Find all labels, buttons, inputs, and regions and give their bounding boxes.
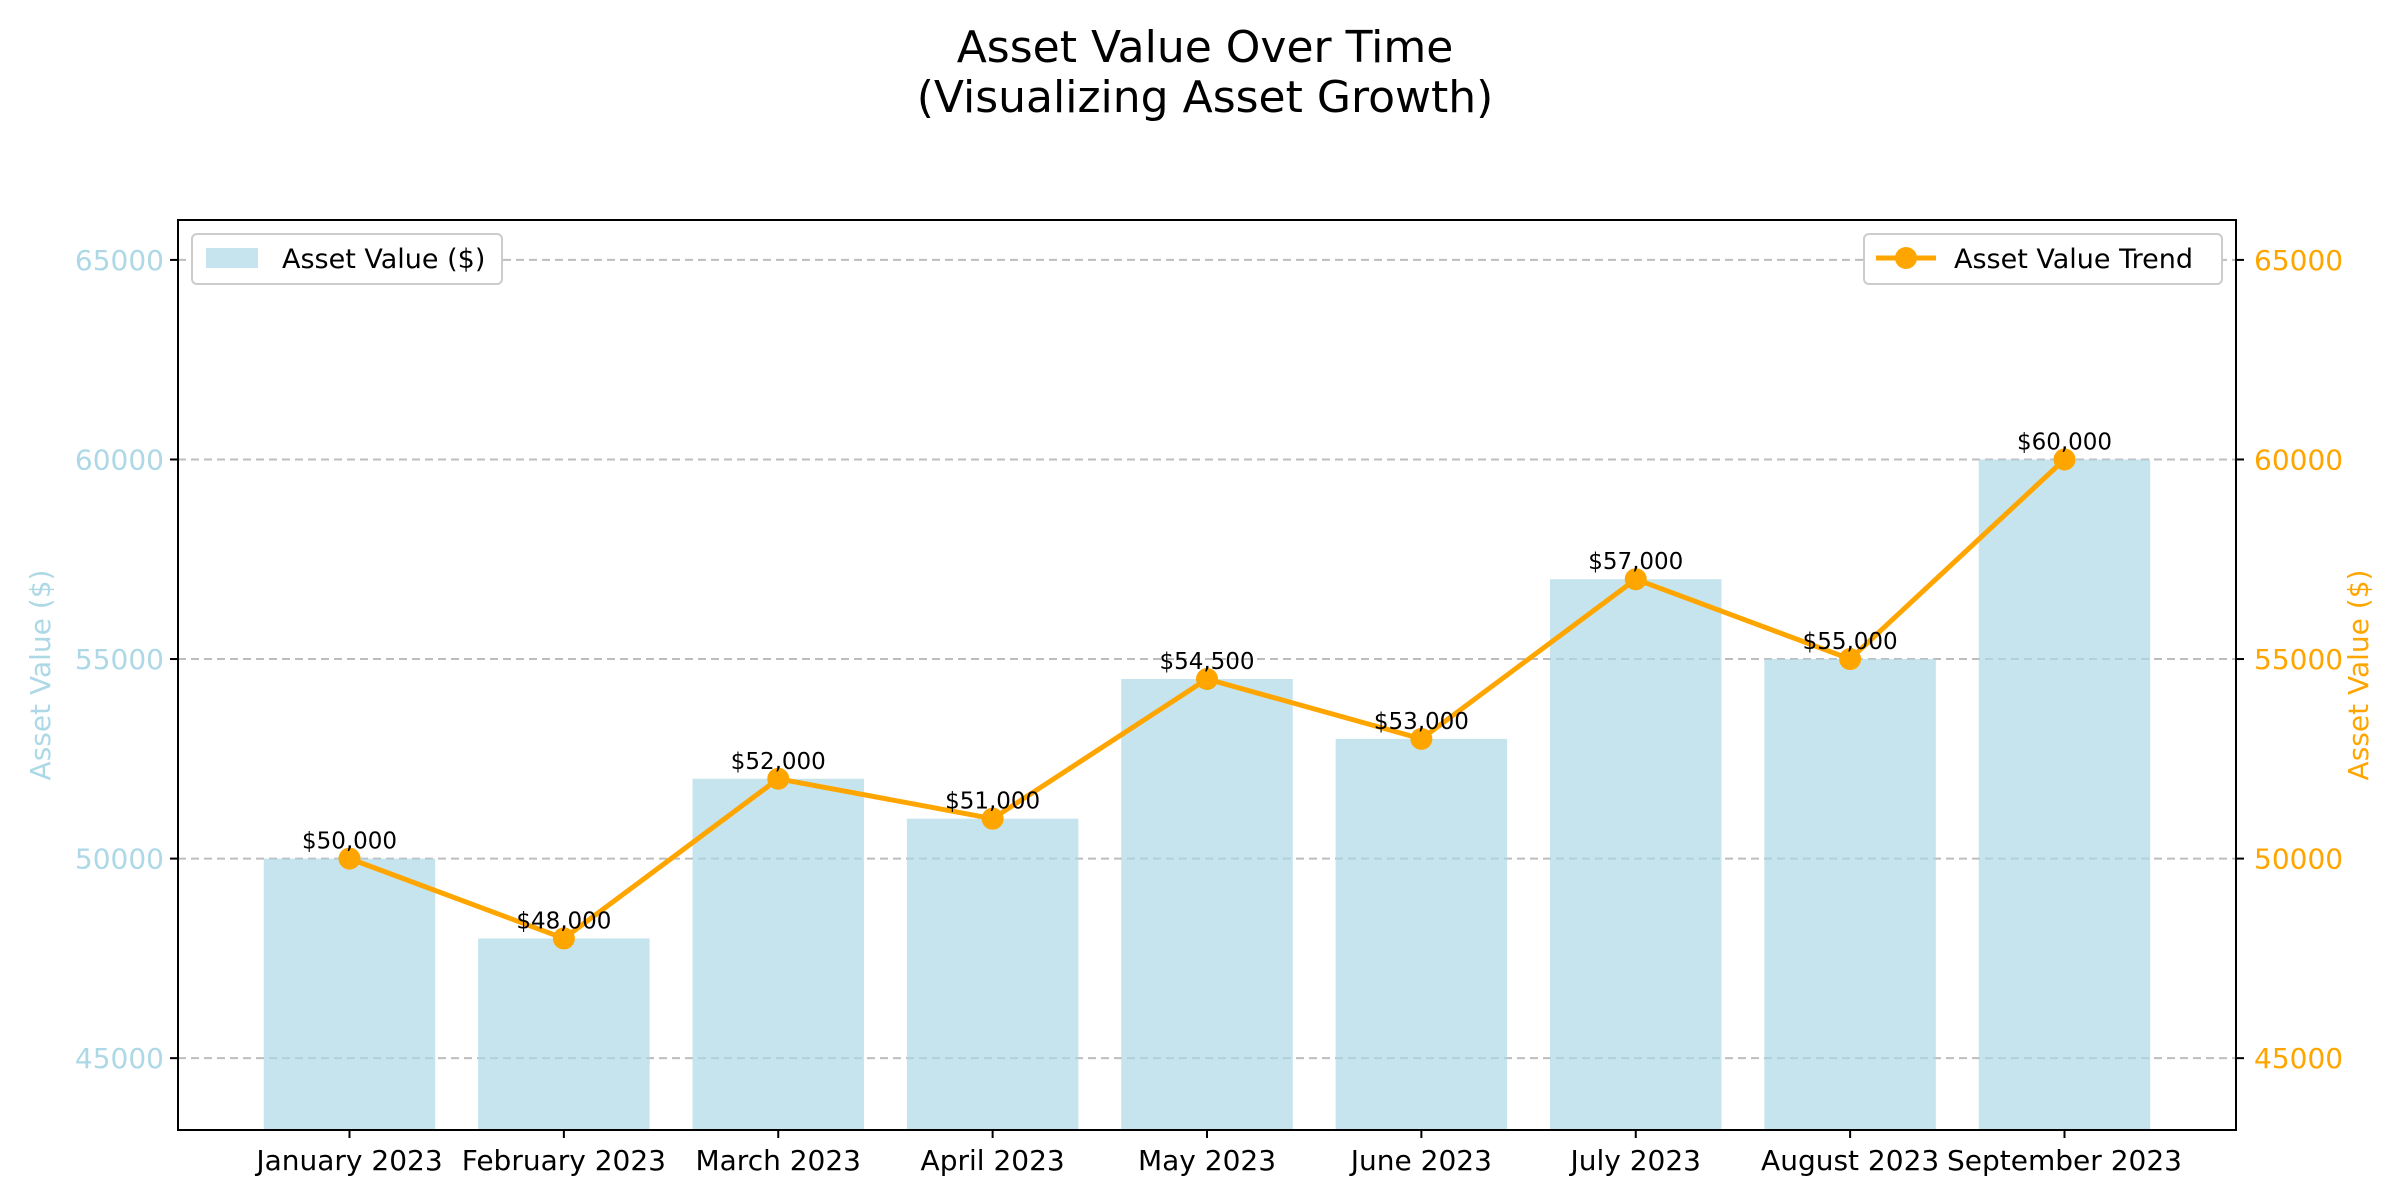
chart-title-line-2: (Visualizing Asset Growth) — [917, 72, 1494, 123]
trend-point — [767, 767, 790, 790]
y-tick-label-right: 50000 — [2254, 843, 2343, 876]
y-tick-label-left: 55000 — [75, 643, 164, 676]
legend-layer: Asset Value ($) Asset Value Trend — [191, 233, 2223, 285]
y-tick-label-right: 60000 — [2254, 443, 2343, 476]
y-tick-label-left: 60000 — [75, 443, 164, 476]
trend-point — [1196, 667, 1218, 690]
x-tick-label: February 2023 — [462, 1144, 666, 1177]
x-tick-label: June 2023 — [1349, 1144, 1492, 1177]
trend-point — [1624, 568, 1647, 591]
data-label: $48,000 — [516, 908, 611, 934]
x-tick-label: August 2023 — [1761, 1144, 1939, 1177]
data-label-layer: $50,000 $48,000 $52,000 $51,000 $54,500 $53,0… — [302, 429, 2112, 934]
y-tick-label-right: 55000 — [2254, 643, 2343, 676]
y-tick-label-left: 50000 — [75, 843, 164, 876]
x-tick-label: July 2023 — [1568, 1144, 1701, 1177]
legend-bar-swatch — [206, 248, 258, 268]
x-tick-label: January 2023 — [254, 1144, 442, 1177]
y-tick-label-right: 45000 — [2254, 1042, 2343, 1075]
x-tick-label: May 2023 — [1138, 1144, 1276, 1177]
legend-line: Asset Value Trend — [1863, 233, 2223, 285]
legend-bar-label: Asset Value ($) — [282, 244, 485, 275]
data-label: $50,000 — [302, 829, 397, 855]
trend-point — [981, 807, 1004, 830]
bar — [478, 938, 650, 1130]
y-axis-label-right: Asset Value ($) — [2342, 570, 2375, 781]
bar — [1978, 459, 2151, 1130]
y-tick-label-left: 45000 — [75, 1042, 164, 1075]
data-label: $54,500 — [1159, 649, 1254, 675]
axis-layer: January 2023 February 2023 March 2023 April… — [24, 219, 2375, 1177]
bar — [1764, 659, 1936, 1130]
data-label: $60,000 — [2017, 429, 2112, 455]
bar — [1335, 738, 1508, 1130]
bar — [1121, 678, 1293, 1130]
bar — [692, 778, 864, 1130]
legend-line-box — [1863, 233, 2223, 285]
data-label: $52,000 — [731, 749, 826, 775]
y-tick-label-right: 65000 — [2254, 244, 2343, 277]
legend-bar: Asset Value ($) — [191, 233, 503, 285]
trend-point — [1410, 727, 1433, 750]
legend-line-marker — [1895, 247, 1917, 269]
chart-title-line-1: Asset Value Over Time — [957, 22, 1454, 73]
y-axis-label-left: Asset Value ($) — [24, 570, 57, 781]
trend-point — [2053, 448, 2076, 471]
legend-line-label: Asset Value Trend — [1954, 244, 2193, 275]
bar — [263, 858, 436, 1130]
data-label: $57,000 — [1588, 549, 1683, 575]
data-label: $53,000 — [1374, 709, 1469, 735]
x-tick-label: April 2023 — [921, 1144, 1065, 1177]
line-layer — [338, 448, 2076, 950]
legend-bar-box — [191, 233, 503, 285]
bar — [906, 818, 1079, 1130]
bar-layer — [263, 459, 2151, 1130]
y-tick-label-left: 65000 — [75, 244, 164, 277]
data-label: $51,000 — [945, 789, 1040, 815]
trend-point — [1839, 648, 1862, 671]
x-tick-label: March 2023 — [695, 1144, 861, 1177]
trend-point — [338, 847, 361, 870]
trend-point — [552, 927, 575, 950]
data-label: $55,000 — [1803, 629, 1898, 655]
bar — [1550, 579, 1722, 1130]
x-tick-label: September 2023 — [1947, 1144, 2182, 1177]
